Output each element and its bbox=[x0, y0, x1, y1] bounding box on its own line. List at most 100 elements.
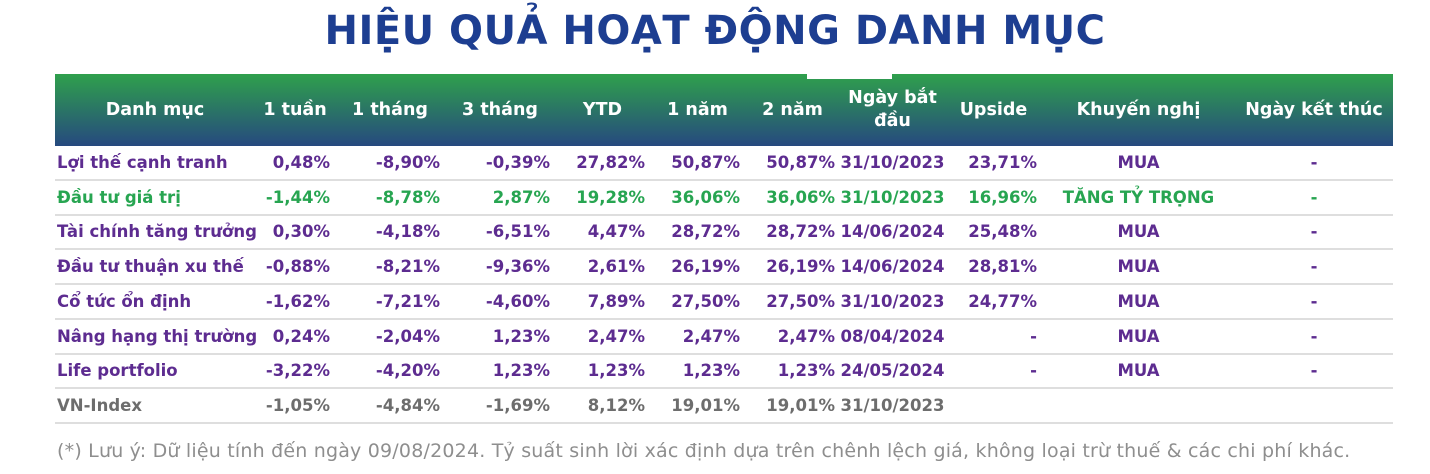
recommendation: MUA bbox=[1117, 326, 1160, 346]
column-header-return-3m: 3 tháng bbox=[462, 99, 538, 120]
return-1y: 26,19% bbox=[671, 257, 740, 277]
return-1m: -7,21% bbox=[375, 291, 440, 311]
return-3m: -0,39% bbox=[485, 152, 550, 172]
footnote: (*) Lưu ý: Dữ liệu tính đến ngày 09/08/2… bbox=[57, 440, 1351, 462]
return-1m: -8,78% bbox=[375, 187, 440, 207]
return-ytd: 19,28% bbox=[576, 187, 645, 207]
return-3m: -1,69% bbox=[485, 396, 550, 416]
return-2y: 28,72% bbox=[766, 222, 835, 242]
column-header-end-date: Ngày kết thúc bbox=[1245, 99, 1383, 120]
return-1m: -8,90% bbox=[375, 152, 440, 172]
portfolio-name: Life portfolio bbox=[57, 361, 178, 381]
start-date: 14/06/2024 bbox=[840, 257, 945, 277]
return-1w: 0,48% bbox=[272, 152, 330, 172]
portfolio-name: Nâng hạng thị trường bbox=[57, 326, 258, 346]
upside bbox=[945, 389, 1042, 422]
upside: 24,77% bbox=[968, 291, 1037, 311]
start-date: 31/10/2023 bbox=[840, 152, 945, 172]
return-1w: -1,62% bbox=[265, 291, 330, 311]
upside: 16,96% bbox=[968, 187, 1037, 207]
return-1y: 27,50% bbox=[671, 291, 740, 311]
return-1m: -4,18% bbox=[375, 222, 440, 242]
upside: - bbox=[1030, 326, 1037, 346]
portfolio-name: VN-Index bbox=[57, 396, 142, 416]
recommendation: MUA bbox=[1117, 257, 1160, 277]
table-row: Cổ tức ổn định -1,62% -7,21% -4,60% 7,89% 27,… bbox=[55, 285, 1393, 320]
end-date: - bbox=[1310, 257, 1318, 277]
end-date bbox=[1235, 389, 1393, 422]
return-ytd: 8,12% bbox=[587, 396, 645, 416]
end-date: - bbox=[1310, 187, 1318, 207]
portfolio-name: Tài chính tăng trưởng bbox=[57, 222, 257, 242]
return-3m: -6,51% bbox=[485, 222, 550, 242]
return-ytd: 2,47% bbox=[587, 326, 645, 346]
return-2y: 26,19% bbox=[766, 257, 835, 277]
end-date: - bbox=[1310, 152, 1318, 172]
recommendation: MUA bbox=[1117, 361, 1160, 381]
portfolio-name: Cổ tức ổn định bbox=[57, 291, 192, 311]
return-ytd: 7,89% bbox=[587, 291, 645, 311]
return-1w: -3,22% bbox=[265, 361, 330, 381]
recommendation bbox=[1042, 389, 1235, 422]
recommendation: MUA bbox=[1117, 152, 1160, 172]
portfolio-name: Đầu tư giá trị bbox=[57, 187, 181, 207]
return-1w: 0,30% bbox=[272, 222, 330, 242]
table-row: Life portfolio -3,22% -4,20% 1,23% 1,23% 1,23… bbox=[55, 355, 1393, 390]
upside: - bbox=[1030, 361, 1037, 381]
return-3m: 2,87% bbox=[492, 187, 550, 207]
table-row: Đầu tư giá trị -1,44% -8,78% 2,87% 19,28% 36,… bbox=[55, 181, 1393, 216]
table-row: Nâng hạng thị trường 0,24% -2,04% 1,23% 2,47… bbox=[55, 320, 1393, 355]
start-date: 14/06/2024 bbox=[840, 222, 945, 242]
header-notch-artifact bbox=[807, 74, 892, 79]
end-date: - bbox=[1310, 326, 1318, 346]
table-row: Lợi thế cạnh tranh 0,48% -8,90% -0,39% 27,82… bbox=[55, 146, 1393, 181]
return-2y: 27,50% bbox=[766, 291, 835, 311]
table-row: Đầu tư thuận xu thế -0,88% -8,21% -9,36% 2,6… bbox=[55, 250, 1393, 285]
performance-table: Danh mục 1 tuần 1 tháng 3 tháng YTD 1 năm 2 nă… bbox=[55, 74, 1393, 424]
portfolio-name: Đầu tư thuận xu thế bbox=[57, 257, 244, 277]
return-ytd: 27,82% bbox=[576, 152, 645, 172]
start-date: 31/10/2023 bbox=[840, 291, 945, 311]
column-header-upside: Upside bbox=[959, 99, 1028, 120]
recommendation: MUA bbox=[1117, 291, 1160, 311]
column-header-return-2y: 2 năm bbox=[762, 99, 823, 120]
return-3m: 1,23% bbox=[492, 361, 550, 381]
return-3m: -4,60% bbox=[485, 291, 550, 311]
return-3m: -9,36% bbox=[485, 257, 550, 277]
start-date: 31/10/2023 bbox=[840, 396, 945, 416]
start-date: 08/04/2024 bbox=[840, 326, 945, 346]
return-1y: 1,23% bbox=[682, 361, 740, 381]
table-header: Danh mục 1 tuần 1 tháng 3 tháng YTD 1 năm 2 nă… bbox=[55, 74, 1393, 146]
column-header-return-1y: 1 năm bbox=[667, 99, 728, 120]
return-1y: 50,87% bbox=[671, 152, 740, 172]
return-ytd: 2,61% bbox=[587, 257, 645, 277]
page-title: HIỆU QUẢ HOẠT ĐỘNG DANH MỤC bbox=[324, 8, 1106, 54]
return-1w: -1,05% bbox=[265, 396, 330, 416]
return-1m: -4,84% bbox=[375, 396, 440, 416]
return-2y: 36,06% bbox=[766, 187, 835, 207]
return-1m: -8,21% bbox=[375, 257, 440, 277]
portfolio-name: Lợi thế cạnh tranh bbox=[57, 152, 228, 172]
return-2y: 2,47% bbox=[777, 326, 835, 346]
return-1y: 19,01% bbox=[671, 396, 740, 416]
return-3m: 1,23% bbox=[492, 326, 550, 346]
upside: 25,48% bbox=[968, 222, 1037, 242]
start-date: 31/10/2023 bbox=[840, 187, 945, 207]
recommendation: MUA bbox=[1117, 222, 1160, 242]
return-1m: -2,04% bbox=[375, 326, 440, 346]
return-1y: 28,72% bbox=[671, 222, 740, 242]
end-date: - bbox=[1310, 361, 1318, 381]
column-header-return-ytd: YTD bbox=[582, 99, 623, 120]
recommendation: TĂNG TỶ TRỌNG bbox=[1062, 187, 1215, 207]
column-header-return-1w: 1 tuần bbox=[263, 99, 327, 120]
return-ytd: 4,47% bbox=[587, 222, 645, 242]
return-1w: -0,88% bbox=[265, 257, 330, 277]
end-date: - bbox=[1310, 222, 1318, 242]
column-header-portfolio-name: Danh mục bbox=[105, 99, 205, 120]
upside: 23,71% bbox=[968, 152, 1037, 172]
table-row: Tài chính tăng trưởng 0,30% -4,18% -6,51% 4,… bbox=[55, 216, 1393, 251]
table-body: Lợi thế cạnh tranh 0,48% -8,90% -0,39% 27,82… bbox=[55, 146, 1393, 424]
return-1y: 36,06% bbox=[671, 187, 740, 207]
return-1m: -4,20% bbox=[375, 361, 440, 381]
column-header-return-1m: 1 tháng bbox=[352, 99, 428, 120]
